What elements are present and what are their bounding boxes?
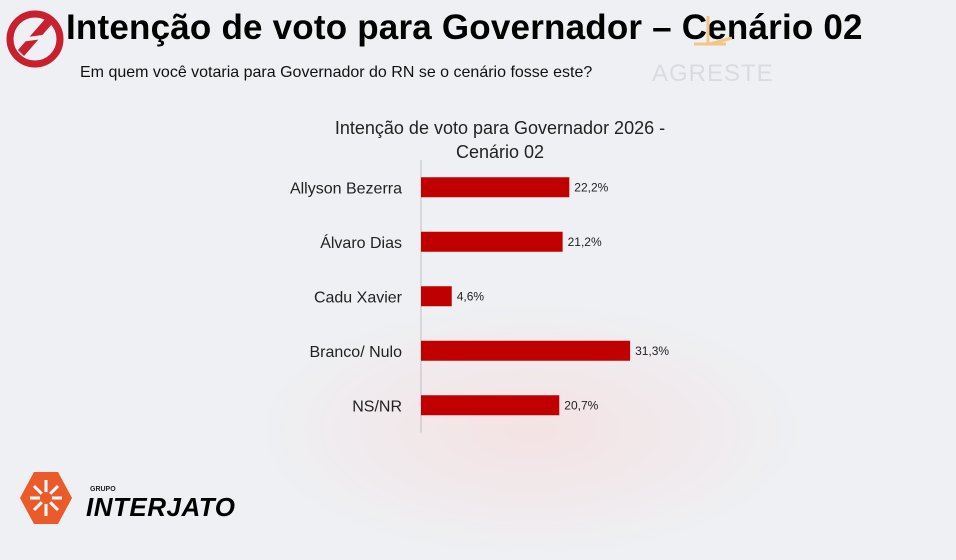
interjato-logo-icon <box>20 472 72 524</box>
bar <box>421 231 563 252</box>
chart-title-line-2: Cenário 02 <box>455 142 545 162</box>
data-label: 31,3% <box>635 344 669 358</box>
bar-chart: Allyson Bezerra 22,2% Álvaro Dias 21,2% Cadu… <box>290 160 669 433</box>
category-label: Cadu Xavier <box>314 289 403 306</box>
bar <box>421 177 570 198</box>
chart-title: Intenção de voto para Governador 2026 - … <box>300 116 700 164</box>
data-label: 22,2% <box>574 180 608 194</box>
bar <box>421 340 631 361</box>
watermark-logo-icon <box>694 16 733 46</box>
data-label: 4,6% <box>457 289 485 303</box>
brand-group-label: GRUPO <box>90 486 116 493</box>
brand-name: INTERJATO <box>86 492 236 522</box>
data-label: 20,7% <box>564 398 598 412</box>
watermark-text: AGRESTE <box>652 60 774 87</box>
bar <box>421 395 560 416</box>
bar <box>421 286 452 307</box>
red-circle-logo-icon <box>6 10 64 68</box>
page-title: Intenção de voto para Governador – Cenár… <box>66 8 863 47</box>
category-label: Branco/ Nulo <box>310 344 403 361</box>
data-label: 21,2% <box>568 235 602 249</box>
category-label: Allyson Bezerra <box>290 180 402 197</box>
chart-title-line-1: Intenção de voto para Governador 2026 - <box>334 118 666 138</box>
page-subtitle: Em quem você votaria para Governador do … <box>80 64 593 81</box>
category-label: NS/NR <box>352 398 402 415</box>
category-label: Álvaro Dias <box>320 233 402 252</box>
